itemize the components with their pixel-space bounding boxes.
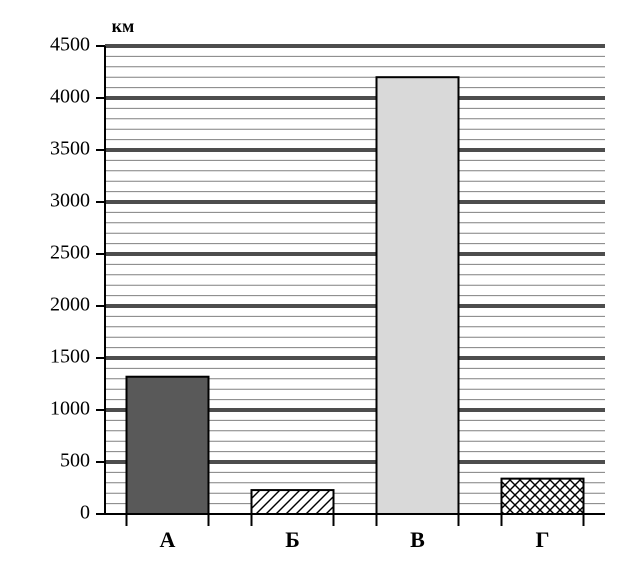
category-label: Г <box>536 527 550 552</box>
bar-Г <box>502 479 584 514</box>
bar-Б <box>252 490 334 514</box>
y-tick-label: 2500 <box>50 242 90 264</box>
y-tick-label: 3000 <box>50 190 90 212</box>
bar-В <box>377 77 459 514</box>
y-tick-label: 4500 <box>50 34 90 56</box>
y-tick-label: 4000 <box>50 86 90 108</box>
category-label: В <box>410 527 425 552</box>
y-axis-label: км <box>112 16 135 36</box>
category-label: Б <box>285 527 300 552</box>
y-tick-label: 500 <box>60 450 90 472</box>
bar-А <box>127 377 209 514</box>
category-label: А <box>160 527 176 552</box>
y-tick-label: 1500 <box>50 346 90 368</box>
y-tick-label: 0 <box>80 502 90 524</box>
y-tick-label: 1000 <box>50 398 90 420</box>
chart-svg: 0 500 1000 1500 2000 2500 3000 3500 4000 4500 А Б В Г… <box>0 0 638 580</box>
y-tick-label: 3500 <box>50 138 90 160</box>
bar-chart: 0 500 1000 1500 2000 2500 3000 3500 4000 4500 А Б В Г… <box>0 0 638 580</box>
y-tick-label: 2000 <box>50 294 90 316</box>
